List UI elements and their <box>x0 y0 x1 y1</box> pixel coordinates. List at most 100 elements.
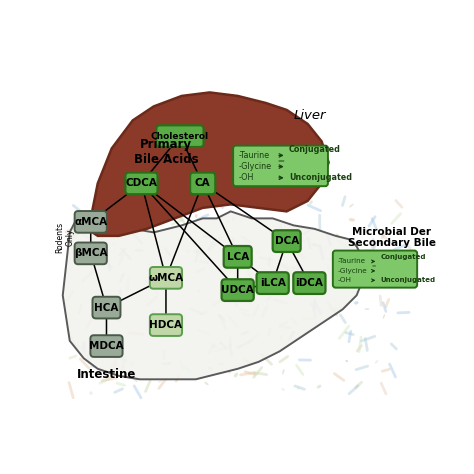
FancyBboxPatch shape <box>74 243 107 264</box>
Ellipse shape <box>107 375 109 378</box>
Ellipse shape <box>147 264 151 266</box>
Text: Conjugated: Conjugated <box>381 254 426 259</box>
Text: CA: CA <box>195 178 210 188</box>
Ellipse shape <box>197 289 201 293</box>
Ellipse shape <box>336 234 339 237</box>
FancyBboxPatch shape <box>150 314 182 336</box>
Text: βMCA: βMCA <box>74 248 108 258</box>
Ellipse shape <box>115 226 119 229</box>
FancyBboxPatch shape <box>293 272 326 294</box>
Text: -OH: -OH <box>338 277 352 283</box>
Ellipse shape <box>118 290 121 292</box>
Text: DCA: DCA <box>274 236 299 246</box>
Text: -OH: -OH <box>239 173 254 182</box>
Ellipse shape <box>210 367 213 371</box>
Text: Unconjugated: Unconjugated <box>381 277 436 283</box>
Text: UDCA: UDCA <box>221 285 254 295</box>
FancyBboxPatch shape <box>273 230 301 252</box>
Ellipse shape <box>314 299 317 303</box>
Ellipse shape <box>232 217 235 221</box>
Ellipse shape <box>313 243 316 246</box>
FancyBboxPatch shape <box>91 335 123 357</box>
Ellipse shape <box>228 260 234 263</box>
Ellipse shape <box>346 360 348 362</box>
Ellipse shape <box>204 382 209 385</box>
Text: ωMCA: ωMCA <box>148 273 183 283</box>
FancyBboxPatch shape <box>233 146 328 186</box>
Ellipse shape <box>239 345 242 346</box>
Text: Cholesterol: Cholesterol <box>151 132 209 141</box>
Ellipse shape <box>112 333 116 336</box>
Ellipse shape <box>383 314 385 319</box>
Text: Rodents
Only: Rodents Only <box>55 222 74 253</box>
Ellipse shape <box>355 241 357 246</box>
FancyBboxPatch shape <box>190 173 215 194</box>
Ellipse shape <box>282 369 284 374</box>
Text: -Taurine: -Taurine <box>338 258 366 264</box>
Ellipse shape <box>354 301 358 305</box>
Ellipse shape <box>375 274 378 278</box>
Text: MDCA: MDCA <box>89 341 124 351</box>
Ellipse shape <box>178 238 182 242</box>
Text: Liver: Liver <box>293 109 326 122</box>
Ellipse shape <box>234 373 238 377</box>
Ellipse shape <box>256 250 259 254</box>
FancyBboxPatch shape <box>224 246 252 268</box>
Text: Conjugated: Conjugated <box>289 146 341 155</box>
Text: αMCA: αMCA <box>74 217 107 227</box>
Ellipse shape <box>309 201 313 204</box>
Ellipse shape <box>375 360 378 364</box>
FancyBboxPatch shape <box>125 173 157 194</box>
Ellipse shape <box>197 201 200 204</box>
Ellipse shape <box>365 228 370 233</box>
Text: LCA: LCA <box>227 252 249 262</box>
FancyBboxPatch shape <box>256 272 289 294</box>
Ellipse shape <box>218 363 224 365</box>
Ellipse shape <box>195 214 198 218</box>
Ellipse shape <box>129 362 134 365</box>
Ellipse shape <box>243 297 247 301</box>
Ellipse shape <box>101 339 103 345</box>
Ellipse shape <box>90 392 93 395</box>
Ellipse shape <box>365 308 370 310</box>
Text: iLCA: iLCA <box>260 278 286 288</box>
Text: CDCA: CDCA <box>126 178 157 188</box>
Ellipse shape <box>310 302 313 305</box>
Ellipse shape <box>113 243 116 246</box>
Polygon shape <box>63 211 364 379</box>
Ellipse shape <box>158 380 162 383</box>
Text: HCA: HCA <box>94 302 118 312</box>
Ellipse shape <box>160 261 162 266</box>
Polygon shape <box>87 92 328 236</box>
Ellipse shape <box>317 385 321 389</box>
Text: -Glycine: -Glycine <box>239 162 272 171</box>
FancyBboxPatch shape <box>333 251 417 288</box>
Ellipse shape <box>228 371 231 374</box>
Ellipse shape <box>226 220 229 223</box>
Text: HDCA: HDCA <box>149 320 182 330</box>
Text: Unconjugated: Unconjugated <box>289 173 352 182</box>
Ellipse shape <box>107 215 109 219</box>
Ellipse shape <box>90 365 95 368</box>
Ellipse shape <box>267 288 270 290</box>
Ellipse shape <box>287 229 290 232</box>
Text: -Glycine: -Glycine <box>338 268 368 274</box>
Ellipse shape <box>208 366 211 370</box>
Ellipse shape <box>297 387 300 390</box>
Ellipse shape <box>212 344 217 348</box>
Ellipse shape <box>280 335 282 340</box>
FancyBboxPatch shape <box>74 211 107 233</box>
Ellipse shape <box>151 279 155 282</box>
Ellipse shape <box>195 249 198 253</box>
FancyBboxPatch shape <box>150 267 182 289</box>
FancyBboxPatch shape <box>221 279 254 301</box>
Text: Intestine: Intestine <box>77 367 136 381</box>
Ellipse shape <box>219 342 222 345</box>
Text: -Taurine: -Taurine <box>239 151 270 160</box>
Ellipse shape <box>349 204 354 208</box>
Ellipse shape <box>282 388 285 391</box>
Text: iDCA: iDCA <box>295 278 323 288</box>
Ellipse shape <box>186 249 189 253</box>
Ellipse shape <box>349 218 355 221</box>
FancyBboxPatch shape <box>92 297 120 319</box>
